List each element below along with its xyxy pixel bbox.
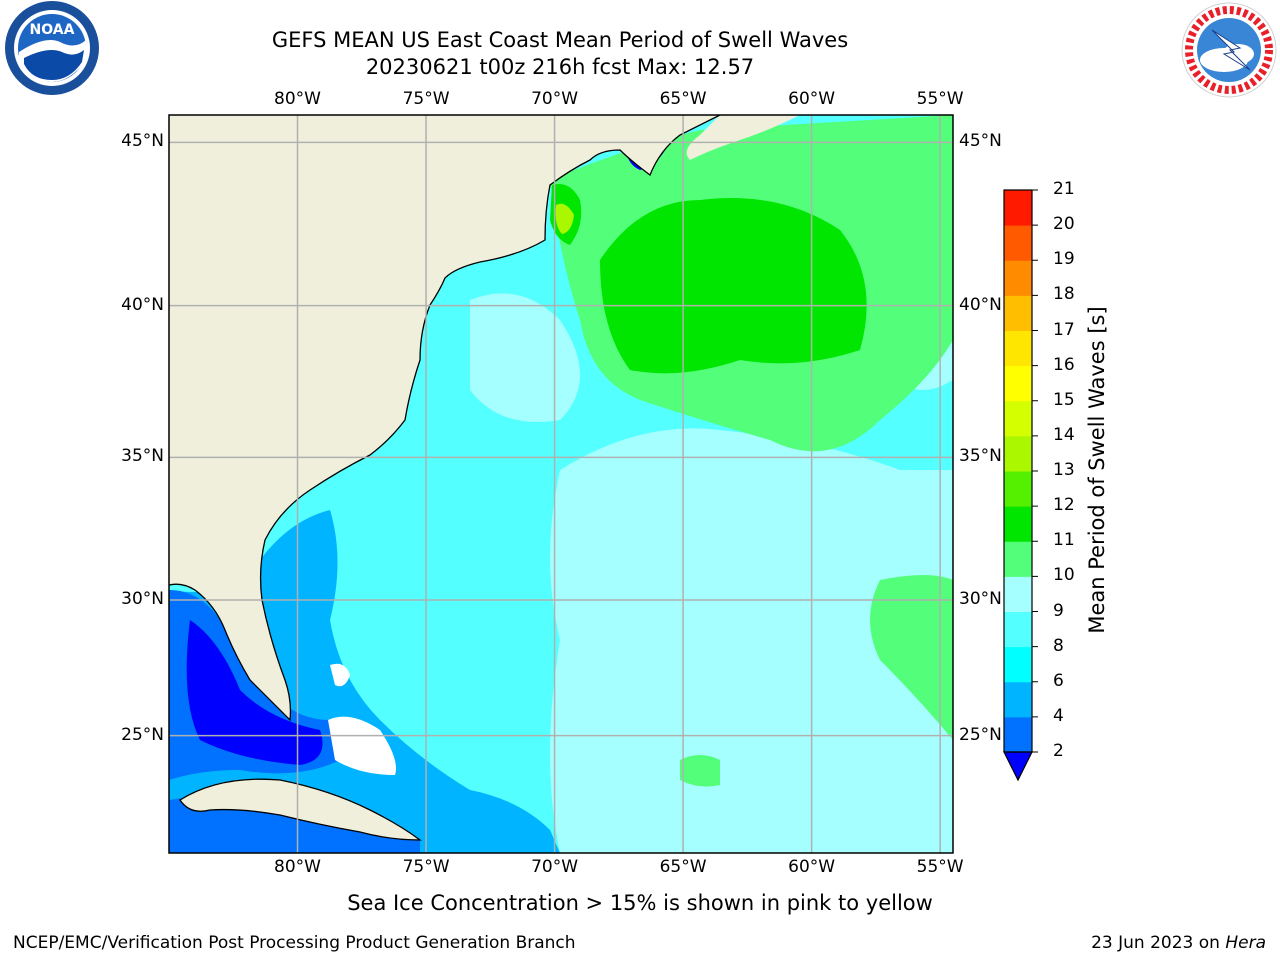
tick-label: 25°N	[959, 724, 1002, 745]
tick-label: 12	[1053, 495, 1075, 516]
tick-label: 6	[1053, 670, 1064, 691]
swell-region-9-10-southeast	[870, 575, 953, 740]
colorbar	[1003, 189, 1038, 782]
chart-title: GEFS MEAN US East Coast Mean Period of S…	[271, 28, 849, 52]
tick-label: 11	[1053, 530, 1075, 551]
tick-label: 8	[1053, 635, 1064, 656]
tick-label: 13	[1053, 460, 1075, 480]
tick-label: 55°W	[916, 857, 964, 877]
swell-region-8-9	[550, 428, 953, 853]
coastline-cuba	[179, 778, 422, 841]
colorbar-segment	[1004, 400, 1032, 437]
bahamas-bank	[330, 663, 350, 687]
tick-label: 4	[1053, 705, 1064, 726]
machine-name: Hera	[1225, 933, 1266, 953]
chart-subtitle: 20230621 t00z 216h fcst Max: 12.57	[365, 55, 755, 79]
tick-label: 60°W	[788, 857, 836, 877]
tick-label: 9	[1053, 600, 1064, 621]
tick-label: 75°W	[402, 857, 450, 877]
tick-label: 30°N	[121, 588, 164, 609]
tick-label: 55°W	[916, 89, 964, 109]
swell-region-below-2	[186, 620, 323, 765]
colorbar-segment	[1004, 435, 1032, 472]
colorbar-segment	[1004, 260, 1032, 296]
tick-label: 18	[1053, 284, 1075, 305]
credit-line: NCEP/EMC/Verification Post Processing Pr…	[13, 933, 576, 953]
tick-label: 20	[1053, 214, 1075, 235]
swell-region-10-11	[600, 198, 867, 374]
swell-region-9-10-south	[680, 755, 720, 787]
tick-label: 65°W	[659, 89, 707, 109]
tick-label: 17	[1053, 319, 1075, 340]
svg-text:NOAA: NOAA	[30, 22, 75, 38]
colorbar-segment	[1004, 611, 1032, 648]
national-weather-service-logo	[1181, 2, 1277, 98]
swell-region-8-9-north	[470, 293, 580, 422]
colorbar-segment	[1004, 365, 1032, 402]
swell-region-11-12	[555, 203, 574, 234]
tick-label: 35°N	[959, 446, 1002, 467]
tick-label: 75°W	[402, 89, 450, 109]
colorbar-segment	[1004, 716, 1032, 753]
bahamas-bank-large	[328, 716, 396, 775]
land-us-east-coast	[169, 115, 720, 720]
date-line: 23 Jun 2023 on Hera	[1091, 932, 1266, 954]
colorbar-segment	[1004, 295, 1032, 331]
tick-label: 70°W	[531, 857, 579, 877]
colorbar-segment	[1004, 541, 1032, 577]
graticule	[169, 115, 953, 853]
tick-label: 19	[1053, 249, 1075, 270]
colorbar-segment	[1004, 190, 1032, 226]
tick-label: 15	[1053, 389, 1075, 410]
tick-label: 40°N	[121, 294, 164, 315]
tick-label: 16	[1053, 354, 1075, 375]
tick-label: 30°N	[959, 588, 1002, 609]
colorbar-segment	[1004, 576, 1032, 612]
land-nova-scotia	[686, 115, 800, 160]
run-date: 23 Jun 2023 on	[1091, 933, 1220, 953]
tick-label: 45°N	[959, 131, 1002, 152]
colorbar-under-arrow	[1003, 751, 1033, 782]
tick-label: 2	[1053, 741, 1064, 761]
colorbar-segment	[1004, 506, 1032, 542]
tick-label: 10	[1053, 565, 1075, 586]
tick-label: 60°W	[788, 89, 836, 109]
tick-label: 65°W	[659, 857, 707, 877]
noaa-logo: NOAA	[5, 1, 99, 95]
colorbar-segment	[1004, 225, 1032, 261]
colorbar-segment	[1004, 681, 1032, 718]
tick-label: 35°N	[121, 446, 164, 467]
colorbar-segment	[1004, 471, 1032, 507]
colorbar-segment	[1004, 330, 1032, 367]
coastline	[169, 115, 721, 722]
colorbar-segment	[1004, 646, 1032, 683]
tick-label: 25°N	[121, 724, 164, 745]
colorbar-label: Mean Period of Swell Waves [s]	[1085, 306, 1109, 634]
tick-label: 14	[1053, 424, 1075, 445]
tick-label: 80°W	[274, 89, 321, 109]
sea-ice-note: Sea Ice Concentration > 15% is shown in …	[347, 891, 933, 915]
tick-label: 45°N	[121, 131, 164, 152]
tick-label: 21	[1053, 179, 1075, 199]
tick-label: 80°W	[274, 857, 321, 877]
map-frame	[168, 114, 954, 854]
tick-label: 40°N	[959, 294, 1002, 315]
tick-label: 70°W	[531, 89, 579, 109]
land-cuba	[180, 779, 420, 840]
